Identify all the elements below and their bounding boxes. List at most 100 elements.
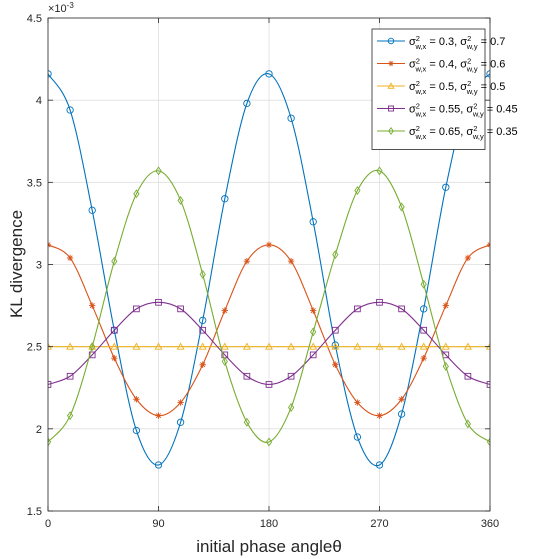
data-point-asterisk <box>310 307 317 314</box>
data-point-triangle <box>331 342 340 350</box>
data-point-triangle <box>110 342 119 350</box>
data-point-circle <box>331 341 339 349</box>
legend: σ2 w,x = 0.3, σ2 w,y = 0.7σ2 w,x = 0.4, σ2 w… <box>371 28 518 150</box>
data-point-triangle <box>265 342 273 350</box>
data-point-circle <box>199 316 207 325</box>
legend-sigma-sub: w,x <box>414 87 426 96</box>
y-tick-label: 2.5 <box>27 342 42 354</box>
data-point-asterisk <box>398 396 405 403</box>
data-point-diamond <box>66 411 74 421</box>
legend-text-part: = <box>478 36 491 48</box>
legend-sigma-sub: w,y <box>466 87 478 96</box>
legend-text-part: σ <box>409 36 416 48</box>
data-point-circle <box>353 433 362 441</box>
legend-sigma-sub: w,x <box>414 110 426 119</box>
data-point-circle <box>66 106 74 114</box>
legend-label: σ2 w,x = 0.3, σ2 w,y = 0.7 <box>409 34 505 51</box>
legend-value-y: 0.45 <box>496 104 517 116</box>
data-point-asterisk <box>287 258 295 265</box>
data-point-asterisk <box>199 361 206 368</box>
legend-text-part: , σ <box>454 81 467 93</box>
legend-text-part: = <box>478 59 491 71</box>
data-point-circle <box>243 99 251 108</box>
data-point-diamond <box>111 256 118 266</box>
data-point-triangle <box>88 342 97 350</box>
data-point-diamond <box>221 356 228 366</box>
legend-item: σ2 w,x = 0.5, σ2 w,y = 0.5 <box>377 79 505 96</box>
data-point-asterisk <box>89 302 96 309</box>
data-point-asterisk <box>388 60 394 67</box>
legend-text-part: σ <box>409 126 416 138</box>
data-point-circle <box>265 70 273 78</box>
data-point-square <box>309 351 317 359</box>
legend-item: σ2 w,x = 0.65, σ2 w,y = 0.35 <box>377 124 518 141</box>
data-point-square <box>464 372 472 380</box>
x-tick-label: 0 <box>45 518 51 530</box>
legend-sigma-sub: w,y <box>466 42 478 51</box>
data-point-triangle <box>198 342 207 350</box>
data-point-circle <box>442 183 450 191</box>
legend-sigma-sup: 2 <box>416 124 420 133</box>
data-point-diamond <box>464 419 472 429</box>
legend-label: σ2 w,x = 0.5, σ2 w,y = 0.5 <box>409 79 505 96</box>
legend-text-part: σ <box>409 81 416 93</box>
data-point-diamond <box>48 437 52 447</box>
data-point-square <box>48 381 52 388</box>
y-tick-label: 2 <box>36 424 42 436</box>
data-point-asterisk <box>111 354 118 362</box>
legend-sigma-sub: w,x <box>414 132 426 141</box>
legend-value-x: 0.3 <box>439 36 454 48</box>
legend-value-y: 0.7 <box>490 36 505 48</box>
data-point-asterisk <box>265 241 273 248</box>
data-point-circle <box>387 37 395 45</box>
data-point-square <box>110 326 118 334</box>
legend-sigma-sub: w,y <box>472 132 484 141</box>
legend-value-x: 0.4 <box>439 59 454 71</box>
data-point-circle <box>221 195 229 203</box>
series-2 <box>48 241 490 419</box>
data-point-triangle <box>387 82 395 89</box>
data-point-diamond <box>265 437 273 447</box>
data-point-circle <box>132 426 141 435</box>
x-tick-label: 270 <box>370 518 388 530</box>
data-point-triangle <box>463 342 472 350</box>
data-point-square <box>420 326 428 334</box>
series-layer <box>48 70 490 469</box>
data-point-diamond <box>287 403 295 412</box>
legend-sigma-sup: 2 <box>467 79 471 88</box>
data-point-diamond <box>243 417 251 427</box>
data-point-diamond <box>89 342 96 352</box>
legend-item: σ2 w,x = 0.55, σ2 w,y = 0.45 <box>377 102 518 119</box>
data-point-triangle <box>353 342 362 350</box>
x-tick-labels: 0 90 180 270 360 <box>45 518 499 530</box>
legend-item: σ2 w,x = 0.3, σ2 w,y = 0.7 <box>377 34 505 51</box>
legend-sigma-sup: 2 <box>416 102 420 111</box>
legend-text-part: , σ <box>460 104 473 116</box>
data-point-diamond <box>376 166 383 176</box>
data-point-triangle <box>66 342 75 350</box>
x-tick-label: 180 <box>260 518 278 530</box>
legend-sigma-sup: 2 <box>467 57 471 66</box>
data-point-triangle <box>220 342 229 350</box>
data-point-diamond <box>199 269 206 279</box>
data-point-asterisk <box>332 361 339 368</box>
data-point-square <box>376 298 383 306</box>
legend-label: σ2 w,x = 0.55, σ2 w,y = 0.45 <box>409 102 518 119</box>
data-point-diamond <box>354 186 361 196</box>
data-point-square <box>133 305 140 313</box>
data-point-circle <box>309 218 317 226</box>
data-point-diamond <box>155 166 162 176</box>
y-axis-multiplier: ×10-3 <box>48 1 74 15</box>
data-point-circle <box>48 70 52 78</box>
legend-text-part: , σ <box>454 59 467 71</box>
data-point-square <box>177 305 184 313</box>
legend-text-part: , σ <box>460 126 473 138</box>
data-point-asterisk <box>221 307 228 314</box>
series-3 <box>48 342 490 350</box>
legend-text-part: = <box>426 36 439 48</box>
legend-sigma-sub: w,y <box>472 110 484 119</box>
data-point-asterisk <box>376 412 383 419</box>
y-tick-label: 1.5 <box>27 506 42 518</box>
x-tick-label: 360 <box>481 518 499 530</box>
legend-text-part: = <box>426 104 439 116</box>
